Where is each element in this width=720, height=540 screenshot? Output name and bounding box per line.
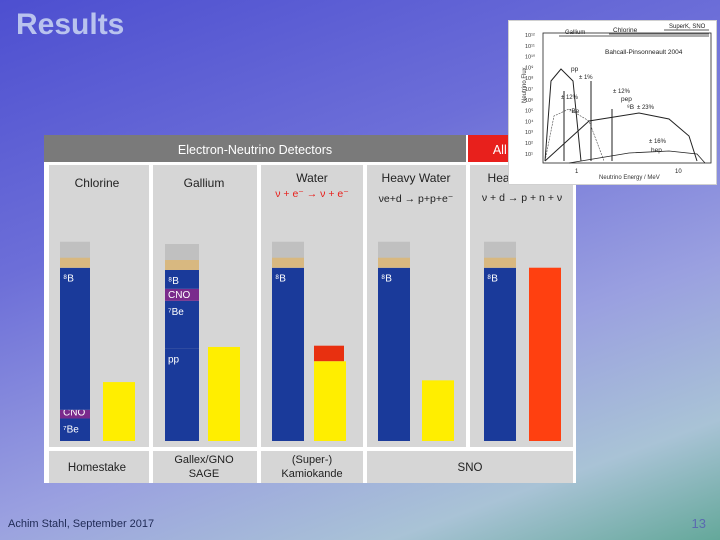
pred-1-pp — [165, 348, 199, 441]
meas-0 — [103, 382, 135, 441]
exp-box-sno — [367, 451, 573, 483]
pred-0-CNO — [60, 409, 90, 419]
pred-uncertainty-band-0 — [60, 257, 90, 268]
seg-label-1-⁷Be: ⁷Be — [168, 307, 184, 318]
pred-1-CNO — [165, 288, 199, 301]
xtick-10: 10 — [675, 169, 682, 175]
pred-0-⁸B — [60, 267, 90, 410]
seg-label-3-⁸B: ⁸B — [381, 274, 392, 285]
pred-3-⁸B — [378, 267, 410, 441]
threshold-superk: SuperK, SNO — [669, 24, 706, 30]
xtick-1: 1 — [575, 169, 579, 175]
seg-label-1-⁸B: ⁸B — [168, 276, 179, 287]
flux-ytick-10: 10² — [525, 141, 533, 147]
flux-ytick-6: 10⁶ — [525, 97, 533, 104]
flux-ytick-1: 10¹¹ — [525, 44, 535, 50]
label-hep: hep — [651, 147, 662, 154]
flux-ytick-11: 10¹ — [525, 152, 533, 158]
label-pep: pep — [621, 96, 632, 103]
flux-ytick-7: 10⁵ — [525, 108, 533, 115]
exp-box-gallex — [153, 451, 257, 483]
label-be1-err: ± 12% — [561, 95, 579, 101]
pred-1-⁷Be — [165, 300, 199, 349]
flux-ytick-4: 10⁸ — [525, 75, 533, 82]
header-bar — [44, 135, 466, 162]
seg-label-1-pp: pp — [168, 355, 180, 366]
flux-ytick-8: 10⁴ — [525, 118, 534, 125]
exp-homestake: Homestake — [68, 462, 126, 474]
col-title-chlorine: Chlorine — [75, 176, 120, 190]
author-date: Achim Stahl, September 2017 — [8, 518, 155, 530]
threshold-gallium: Gallium — [565, 30, 585, 36]
label-hep-err: ± 16% — [649, 139, 667, 145]
meas-4 — [529, 267, 561, 441]
exp-box-kamiokande — [261, 451, 363, 483]
flux-spectrum-inset: Neutrino Flux Neutrino Energy / MeV 10¹²… — [508, 20, 717, 185]
slide-title: Results — [16, 8, 125, 41]
pred-4-⁸B — [484, 267, 516, 441]
flux-xlabel: Neutrino Energy / MeV — [599, 175, 660, 181]
label-b8: ⁸B — [627, 104, 634, 111]
flux-ytick-3: 10⁹ — [525, 64, 533, 71]
seg-label-0-⁸B: ⁸B — [63, 274, 74, 285]
exp-box-homestake — [49, 451, 149, 483]
meas-2 — [314, 361, 346, 441]
label-be2-err: ± 12% — [613, 89, 631, 95]
exp-gallex-line2: SAGE — [189, 468, 220, 480]
page-number: 13 — [691, 516, 706, 531]
pred-uncertainty-band-2 — [272, 257, 304, 268]
meas-3 — [422, 380, 454, 441]
detector-chart: Electron-Neutrino Detectors All Flavors … — [44, 135, 576, 483]
flux-legend: Bahcall-Pinsonneault 2004 — [605, 49, 683, 56]
pred-0-⁷Be — [60, 418, 90, 441]
seg-label-1-CNO: CNO — [168, 290, 190, 301]
meas-extra-2 — [314, 345, 344, 362]
exp-gallex-line1: Gallex/GNO — [174, 454, 234, 466]
flux-ytick-5: 10⁷ — [525, 86, 533, 93]
meas-1 — [208, 346, 240, 441]
threshold-chlorine: Chlorine — [613, 27, 638, 34]
flux-ytick-0: 10¹² — [525, 33, 535, 39]
pred-1-⁸B — [165, 270, 199, 289]
label-pp-err: ± 1% — [579, 75, 593, 81]
seg-label-4-⁸B: ⁸B — [487, 274, 498, 285]
pred-2-⁸B — [272, 267, 304, 441]
col-sub-water: ν + e⁻ → ν + e⁻ — [275, 188, 349, 200]
flux-ylabel: Neutrino Flux — [522, 67, 528, 103]
label-b8-err: ± 23% — [637, 105, 655, 111]
flux-ytick-2: 10¹⁰ — [525, 54, 536, 61]
label-be7: ⁷Be — [569, 108, 580, 115]
col-title-gallium: Gallium — [184, 176, 225, 190]
pred-uncertainty-band-1 — [165, 260, 199, 270]
pred-uncertainty-band-4 — [484, 257, 516, 268]
col-sub-hw-nc: ν + d → p + n + ν — [482, 192, 562, 204]
col-sub-hw-cc: νe+d → p+p+e⁻ — [379, 193, 454, 205]
exp-kamiokande-line2: Kamiokande — [281, 468, 342, 480]
exp-sno: SNO — [458, 462, 483, 474]
col-title-water: Water — [296, 171, 328, 185]
pred-uncertainty-band-3 — [378, 257, 410, 268]
seg-label-2-⁸B: ⁸B — [275, 274, 286, 285]
exp-kamiokande-line1: (Super-) — [292, 454, 332, 466]
label-pp: pp — [571, 66, 579, 73]
seg-label-0-⁷Be: ⁷Be — [63, 424, 79, 435]
seg-label-0-CNO: CNO — [63, 407, 85, 418]
flux-ytick-9: 10³ — [525, 130, 533, 136]
chart-title: Electron-Neutrino Detectors — [178, 143, 332, 157]
col-title-hw-cc: Heavy Water — [382, 171, 451, 185]
